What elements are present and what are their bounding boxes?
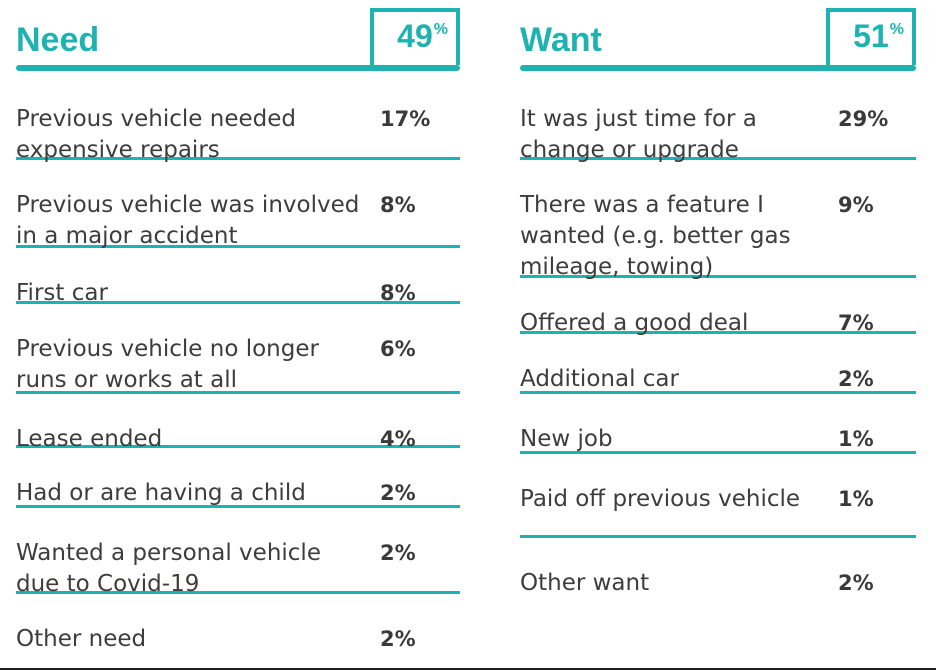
want-title: Want	[520, 21, 602, 59]
need-header-line	[16, 65, 460, 71]
need-row: Lease ended 4%	[16, 394, 460, 452]
want-column: Want 51% It was just time for a change o…	[520, 0, 916, 598]
need-row: Other need 2%	[16, 594, 460, 653]
want-row-value: 9%	[838, 193, 874, 217]
bottom-rule	[0, 668, 936, 670]
want-row: Other want 2%	[520, 538, 916, 598]
want-header-line	[520, 65, 916, 71]
need-rows: Previous vehicle needed expensive repair…	[16, 72, 460, 653]
want-row: New job 1%	[520, 394, 916, 454]
want-header: Want 51%	[520, 0, 916, 72]
need-total: 49%	[397, 12, 448, 54]
need-row-label: Wanted a personal vehicle due to Covid-1…	[16, 540, 321, 597]
want-row-label: There was a feature I wanted (e.g. bette…	[520, 192, 791, 280]
need-row: Had or are having a child 2%	[16, 448, 460, 508]
need-row-value: 2%	[380, 627, 416, 651]
want-row-label: Additional car	[520, 366, 679, 392]
want-row: Paid off previous vehicle 1%	[520, 454, 916, 538]
need-row-label: Previous vehicle needed expensive repair…	[16, 106, 296, 163]
need-row: Previous vehicle needed expensive repair…	[16, 72, 460, 163]
need-total-percent-sign: %	[433, 21, 448, 38]
want-row-label: Paid off previous vehicle	[520, 486, 801, 512]
want-total: 51%	[853, 12, 904, 54]
need-header: Need 49%	[16, 0, 460, 72]
want-row-value: 1%	[838, 427, 874, 451]
need-row-label: Other need	[16, 626, 147, 652]
need-row-value: 2%	[380, 541, 416, 565]
need-total-box	[370, 8, 460, 65]
need-row-label: Lease ended	[16, 426, 163, 452]
want-row-label: New job	[520, 426, 613, 452]
need-row: First car 8%	[16, 248, 460, 306]
need-row-label: Previous vehicle was involved in a major…	[16, 192, 360, 249]
want-row-value: 1%	[838, 487, 874, 511]
need-row-label: First car	[16, 280, 108, 306]
need-total-number: 49	[397, 18, 433, 54]
want-row-label: Offered a good deal	[520, 310, 749, 336]
want-total-number: 51	[853, 18, 889, 54]
want-row-value: 29%	[838, 107, 889, 131]
need-row: Previous vehicle was involved in a major…	[16, 160, 460, 249]
want-total-box	[826, 8, 916, 65]
need-row-value: 8%	[380, 281, 416, 305]
want-row: Offered a good deal 7%	[520, 278, 916, 336]
need-row-value: 8%	[380, 193, 416, 217]
want-row: There was a feature I wanted (e.g. bette…	[520, 160, 916, 280]
need-column: Need 49% Previous vehicle needed expensi…	[16, 0, 460, 653]
want-total-percent-sign: %	[889, 21, 904, 38]
need-row-value: 4%	[380, 427, 416, 451]
want-row: It was just time for a change or upgrade…	[520, 72, 916, 163]
want-row: Additional car 2%	[520, 334, 916, 394]
want-row-value: 2%	[838, 367, 874, 391]
need-row-value: 2%	[380, 481, 416, 505]
need-row-label: Had or are having a child	[16, 480, 306, 506]
want-row-value: 2%	[838, 571, 874, 595]
need-row-value: 6%	[380, 337, 416, 361]
need-row-label: Previous vehicle no longer runs or works…	[16, 336, 319, 393]
want-rows: It was just time for a change or upgrade…	[520, 72, 916, 598]
need-title: Need	[16, 21, 100, 59]
want-row-value: 7%	[838, 311, 874, 335]
need-row: Wanted a personal vehicle due to Covid-1…	[16, 508, 460, 597]
want-row-label: Other want	[520, 570, 650, 596]
need-row-value: 17%	[380, 107, 431, 131]
want-row-label: It was just time for a change or upgrade	[520, 106, 757, 163]
need-row: Previous vehicle no longer runs or works…	[16, 304, 460, 394]
